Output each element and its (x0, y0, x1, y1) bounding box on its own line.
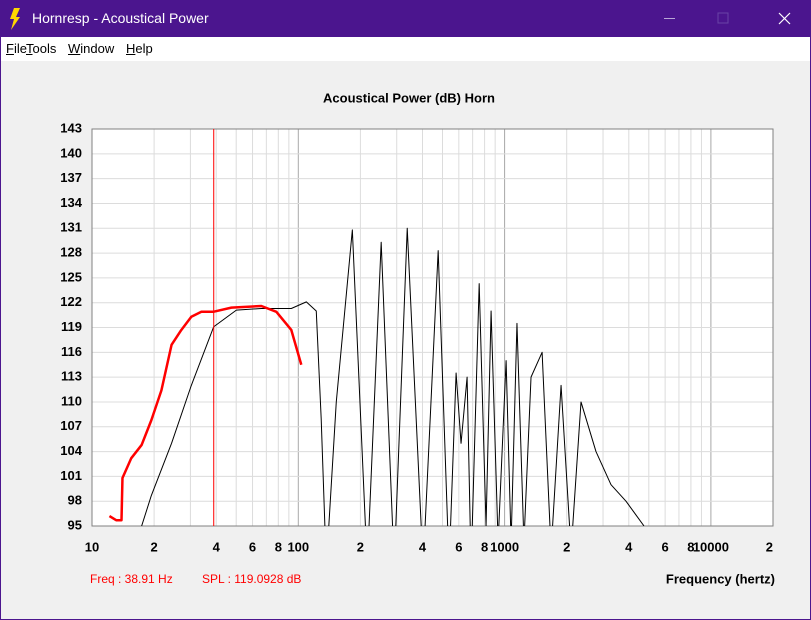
window-title: Hornresp - Acoustical Power (32, 10, 209, 26)
cursor-spl: SPL : 119.0928 dB (202, 572, 301, 586)
plot-area (92, 129, 773, 526)
chart-title: Acoustical Power (dB) Horn (323, 90, 495, 105)
close-button[interactable] (778, 12, 791, 25)
y-tick-label: 107 (60, 418, 82, 433)
app-icon (10, 8, 20, 30)
x-tick-label: 6 (455, 539, 462, 554)
y-tick-label: 125 (60, 269, 82, 284)
y-tick-label: 131 (60, 220, 82, 235)
x-tick-label: 2 (563, 539, 570, 554)
y-tick-label: 140 (60, 145, 82, 160)
plot-border (91, 128, 774, 527)
maximize-button[interactable] (717, 12, 729, 24)
window-frame (0, 37, 811, 620)
cursor-frequency: Freq : 38.91 Hz (90, 572, 173, 586)
y-tick-label: 143 (60, 120, 82, 135)
title-bar: Hornresp - Acoustical Power (0, 0, 811, 37)
x-tick-label: 2 (357, 539, 364, 554)
menu-item[interactable]: Help (126, 41, 153, 56)
y-tick-label: 128 (60, 245, 82, 260)
y-tick-label: 110 (61, 393, 82, 408)
x-tick-label: 4 (213, 539, 221, 554)
y-tick-label: 137 (60, 170, 82, 185)
y-tick-label: 122 (60, 294, 82, 309)
y-tick-label: 134 (60, 195, 82, 210)
menu-item[interactable]: Window (68, 41, 115, 56)
x-tick-label: 4 (419, 539, 427, 554)
y-tick-label: 98 (68, 493, 82, 508)
x-tick-label: 6 (249, 539, 256, 554)
x-tick-label: 2 (766, 539, 773, 554)
x-tick-label: 8 (275, 539, 282, 554)
x-tick-label: 1000 (490, 539, 519, 554)
y-tick-label: 113 (61, 369, 82, 384)
x-tick-label: 100 (287, 539, 309, 554)
y-tick-label: 119 (61, 319, 82, 334)
menu-bar: File Tools Window Help (0, 37, 811, 61)
grid (91, 128, 774, 527)
series-line (141, 227, 645, 526)
y-tick-label: 101 (60, 468, 82, 483)
menu-item[interactable]: Tools (26, 41, 57, 56)
x-tick-label: 4 (625, 539, 633, 554)
x-tick-label: 10000 (693, 539, 729, 554)
y-tick-label: 104 (60, 443, 82, 458)
y-tick-label: 95 (68, 517, 82, 532)
series-line (108, 304, 303, 522)
title-bar-icons (10, 8, 791, 30)
x-tick-label: 10 (85, 539, 99, 554)
x-tick-label: 6 (662, 539, 669, 554)
x-tick-label: 8 (687, 539, 694, 554)
x-tick-label: 8 (481, 539, 488, 554)
x-tick-label: 2 (150, 539, 157, 554)
menu-item[interactable]: File (6, 41, 27, 56)
y-tick-label: 116 (61, 344, 82, 359)
x-axis-label: Frequency (hertz) (666, 571, 775, 586)
